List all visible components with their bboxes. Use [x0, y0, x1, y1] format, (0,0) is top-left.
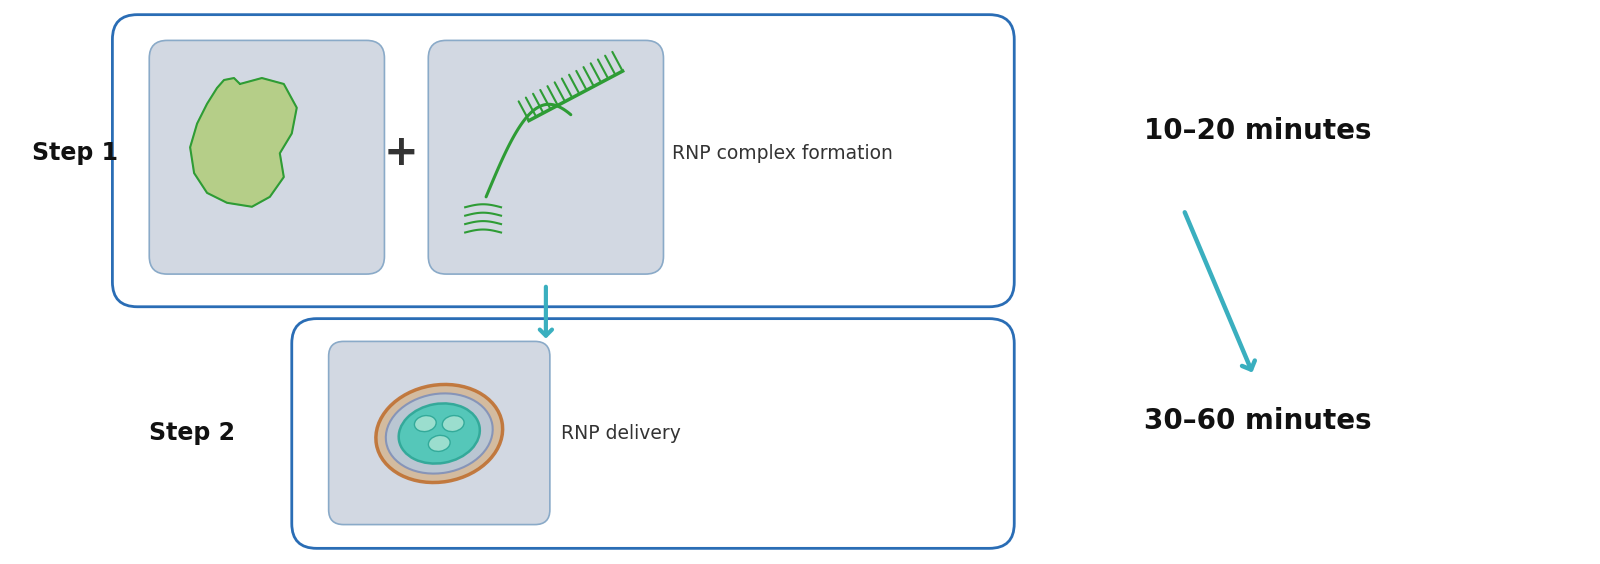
- FancyBboxPatch shape: [291, 319, 1014, 548]
- Text: RNP complex formation: RNP complex formation: [672, 144, 893, 163]
- Text: 30–60 minutes: 30–60 minutes: [1144, 407, 1371, 435]
- FancyArrowPatch shape: [539, 287, 552, 336]
- FancyBboxPatch shape: [429, 41, 664, 274]
- Text: Step 1: Step 1: [32, 141, 117, 165]
- FancyArrowPatch shape: [1184, 212, 1254, 369]
- FancyBboxPatch shape: [112, 15, 1014, 307]
- Ellipse shape: [386, 394, 493, 474]
- Ellipse shape: [442, 416, 464, 431]
- FancyBboxPatch shape: [149, 41, 384, 274]
- Ellipse shape: [398, 403, 480, 464]
- Text: Step 2: Step 2: [149, 421, 235, 446]
- Text: RNP delivery: RNP delivery: [562, 424, 680, 443]
- Ellipse shape: [429, 435, 450, 451]
- Ellipse shape: [414, 416, 437, 431]
- Polygon shape: [190, 78, 296, 207]
- Text: +: +: [384, 133, 419, 174]
- Text: 10–20 minutes: 10–20 minutes: [1144, 117, 1371, 144]
- FancyBboxPatch shape: [328, 341, 550, 525]
- Ellipse shape: [376, 385, 502, 483]
